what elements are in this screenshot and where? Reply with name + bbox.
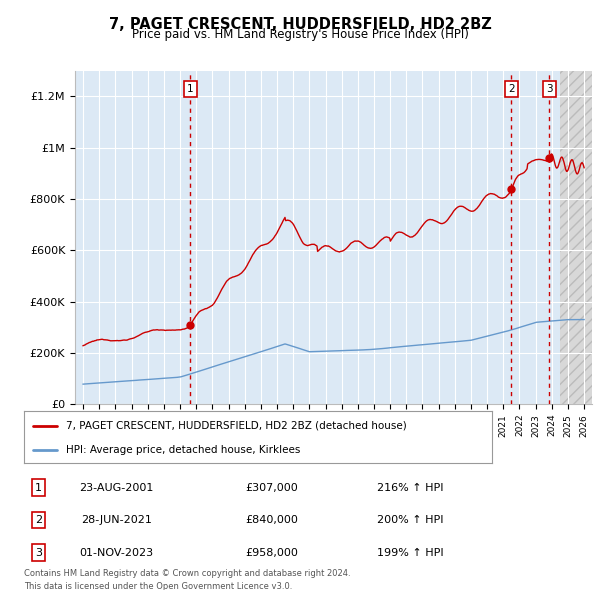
Text: HPI: Average price, detached house, Kirklees: HPI: Average price, detached house, Kirk… (66, 445, 301, 455)
Text: Price paid vs. HM Land Registry's House Price Index (HPI): Price paid vs. HM Land Registry's House … (131, 28, 469, 41)
Text: 2: 2 (35, 515, 42, 525)
Text: £840,000: £840,000 (245, 515, 298, 525)
Text: Contains HM Land Registry data © Crown copyright and database right 2024.: Contains HM Land Registry data © Crown c… (24, 569, 350, 578)
Text: 2: 2 (508, 84, 515, 94)
Text: 3: 3 (546, 84, 553, 94)
Text: 216% ↑ HPI: 216% ↑ HPI (377, 483, 443, 493)
Text: 7, PAGET CRESCENT, HUDDERSFIELD, HD2 2BZ (detached house): 7, PAGET CRESCENT, HUDDERSFIELD, HD2 2BZ… (66, 421, 407, 431)
Text: £307,000: £307,000 (245, 483, 298, 493)
Text: 23-AUG-2001: 23-AUG-2001 (79, 483, 154, 493)
Text: 1: 1 (35, 483, 42, 493)
Text: 1: 1 (187, 84, 194, 94)
Text: 199% ↑ HPI: 199% ↑ HPI (377, 548, 443, 558)
Text: This data is licensed under the Open Government Licence v3.0.: This data is licensed under the Open Gov… (24, 582, 292, 590)
Text: £958,000: £958,000 (245, 548, 298, 558)
Text: 01-NOV-2023: 01-NOV-2023 (79, 548, 153, 558)
Text: 3: 3 (35, 548, 42, 558)
Bar (560, 71, 600, 404)
Text: 200% ↑ HPI: 200% ↑ HPI (377, 515, 443, 525)
Text: 7, PAGET CRESCENT, HUDDERSFIELD, HD2 2BZ: 7, PAGET CRESCENT, HUDDERSFIELD, HD2 2BZ (109, 17, 491, 31)
Text: 28-JUN-2021: 28-JUN-2021 (81, 515, 152, 525)
